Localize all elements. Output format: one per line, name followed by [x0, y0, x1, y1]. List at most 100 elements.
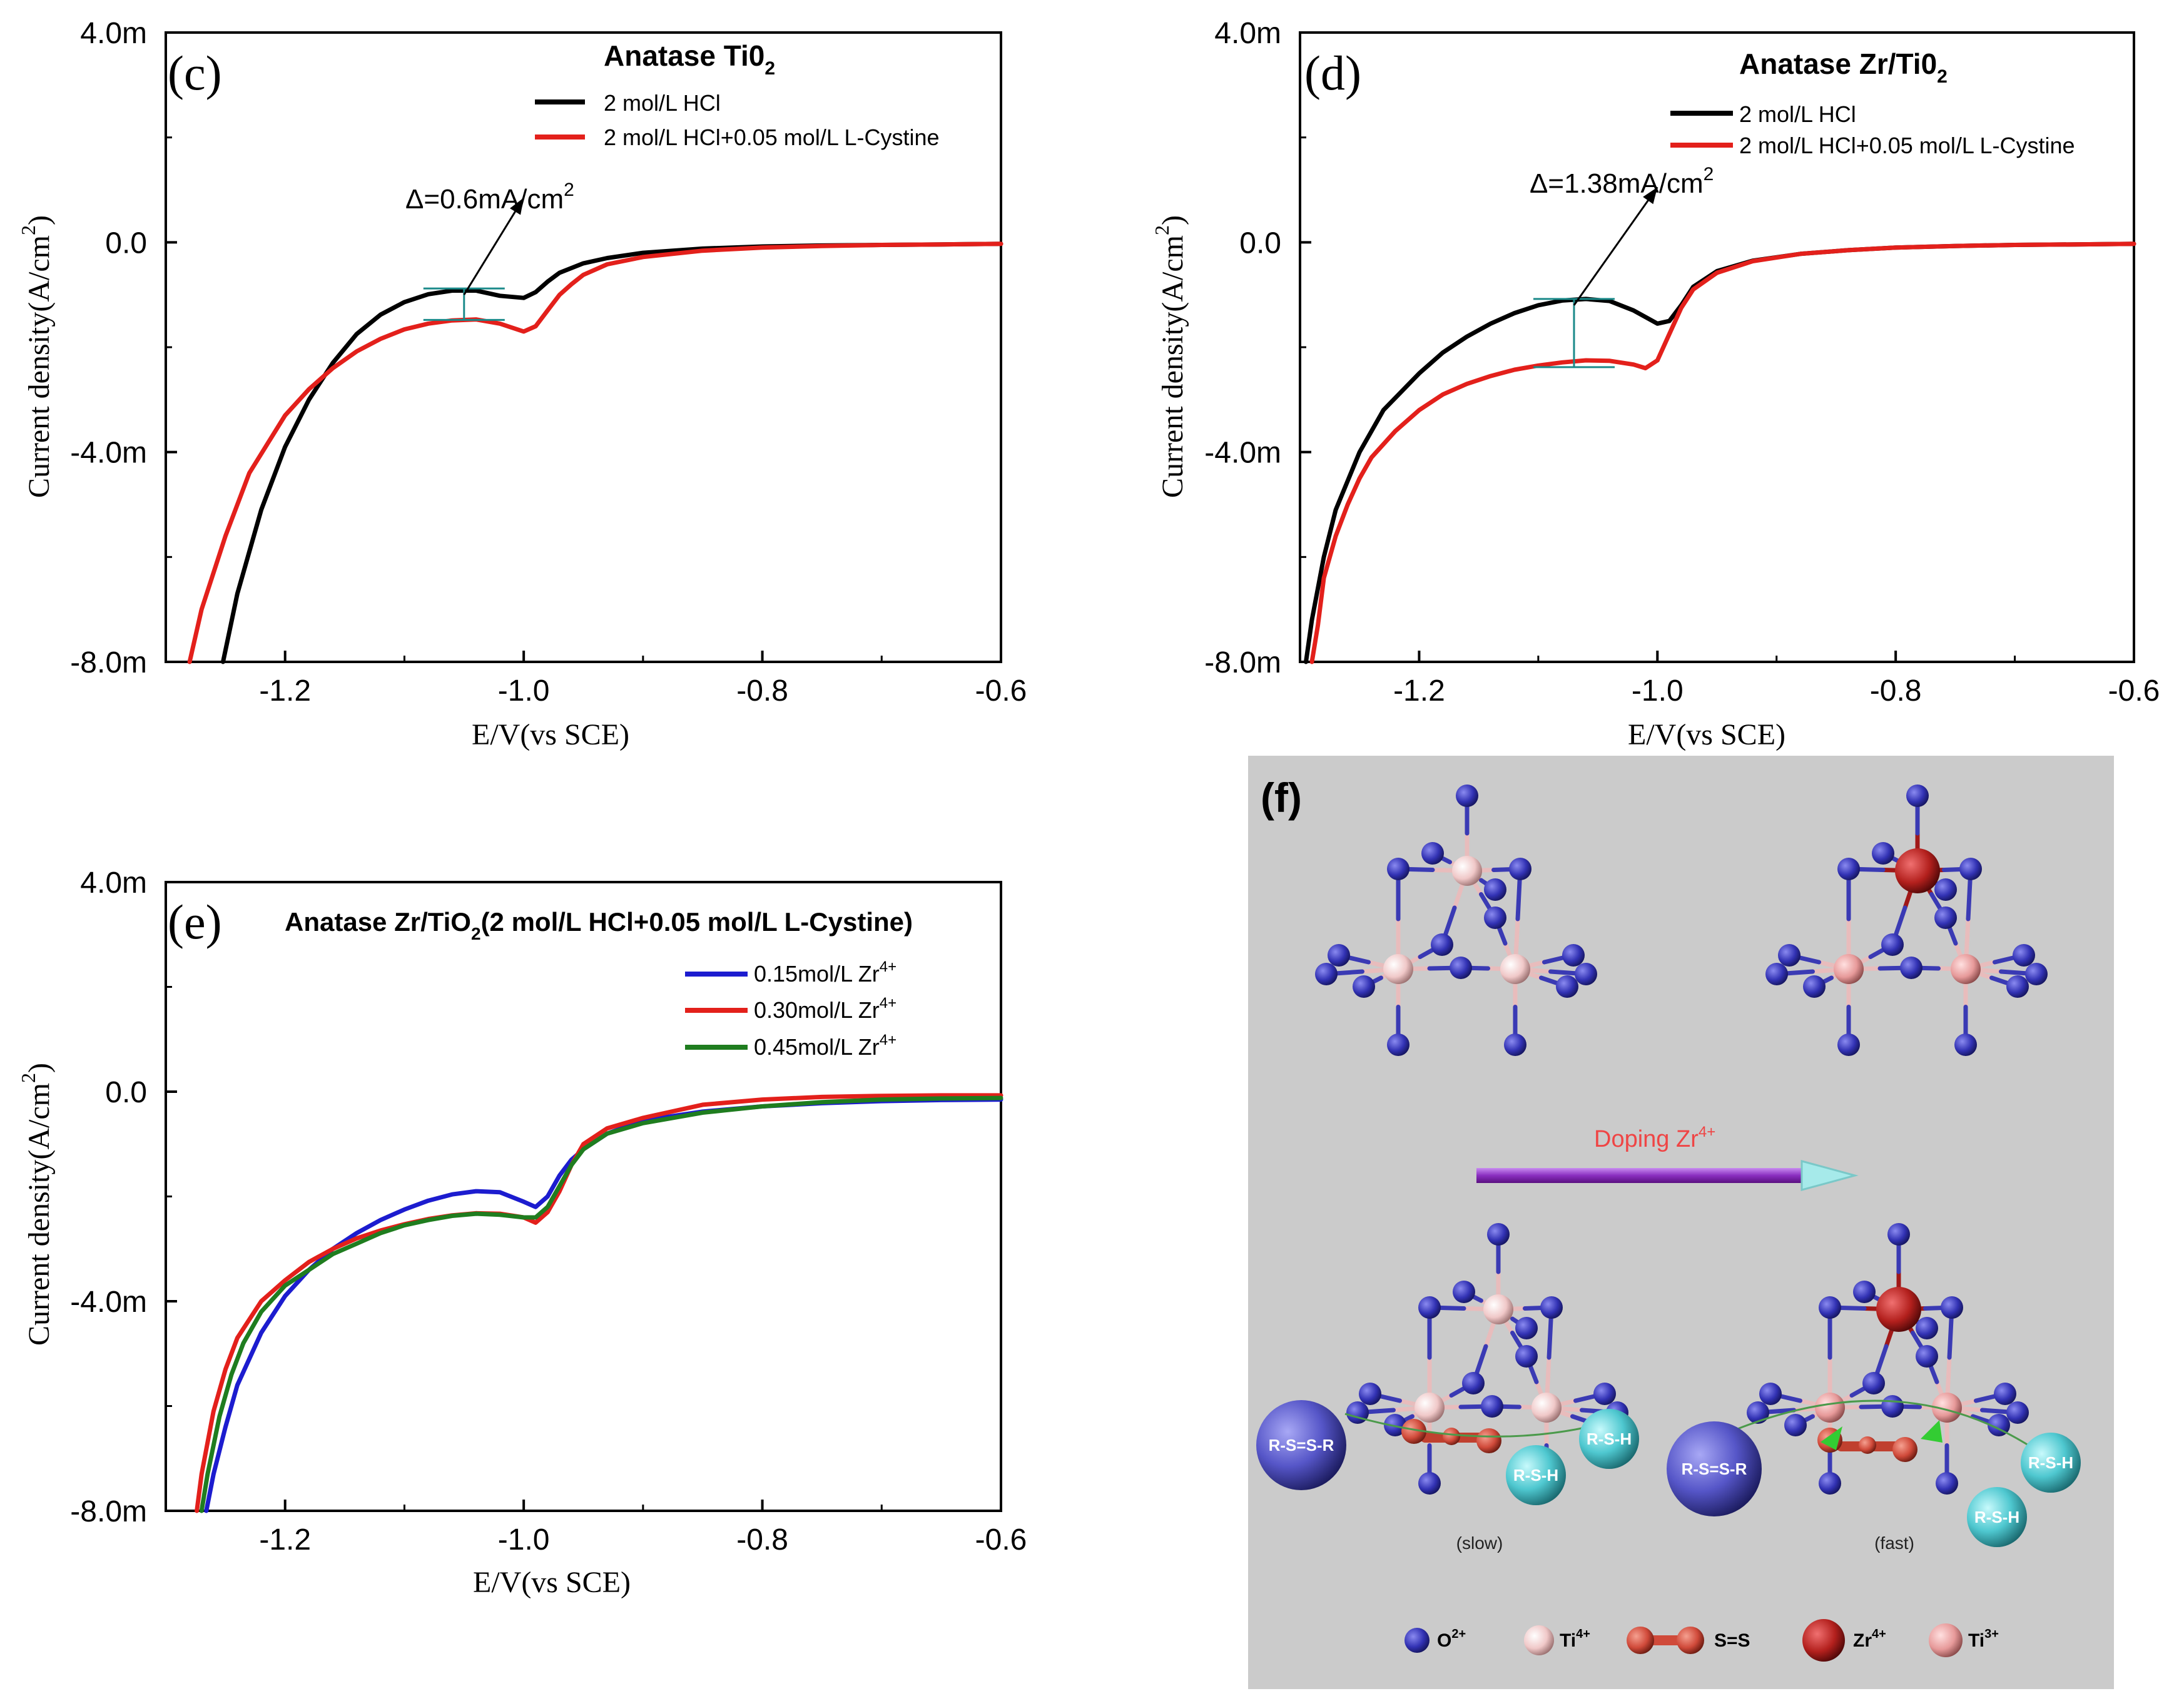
ti4-atom — [1383, 954, 1413, 984]
oxygen-atom — [1934, 906, 1957, 929]
oxygen-atom — [1315, 963, 1338, 985]
oxygen-atom — [1887, 1223, 1910, 1246]
oxygen-atom — [1421, 842, 1444, 865]
plot-frame — [1299, 31, 2135, 663]
oxygen-atom — [1759, 1383, 1782, 1405]
ti3-atom — [1815, 1393, 1845, 1423]
oxygen-atom — [1540, 1296, 1563, 1319]
oxygen-atom — [1387, 858, 1409, 880]
oxygen-atom — [1487, 1223, 1510, 1246]
reaction-arrowhead — [1921, 1420, 1943, 1443]
legend-label-045: 0.45mol/L Zr4+ — [754, 1032, 896, 1060]
panel-c-annotation: Δ=0.6mA/cm2 — [405, 180, 574, 215]
panel-e-ylabel: Current density(A/cm2) — [17, 1063, 56, 1346]
legend-label-015: 0.15mol/L Zr4+ — [754, 958, 896, 987]
legend-ti4-swatch — [1524, 1625, 1554, 1655]
series-line-1 — [187, 241, 1003, 664]
x-tick-label: -0.8 — [736, 1523, 788, 1556]
series-line-2 — [199, 1095, 1003, 1513]
s-atom — [1859, 1436, 1876, 1454]
ti3-atom — [1834, 954, 1864, 984]
oxygen-atom — [1515, 1317, 1538, 1339]
legend-ti4-label: Ti4+ — [1560, 1627, 1590, 1651]
legend-label-cystine: 2 mol/L HCl+0.05 mol/L L-Cystine — [604, 124, 940, 150]
oxygen-atom — [1504, 1033, 1526, 1056]
oxygen-atom — [2006, 1401, 2029, 1424]
y-tick-label: -8.0m — [70, 646, 147, 679]
x-tick-label: -1.0 — [498, 674, 550, 708]
y-tick-label: 0.0 — [105, 226, 147, 260]
legend-label-hcl: 2 mol/L HCl — [604, 90, 721, 116]
legend-ss-swatch — [1627, 1627, 1704, 1654]
ti4-atom — [1483, 1294, 1513, 1324]
y-tick-label: -8.0m — [1204, 646, 1281, 679]
panel-f-label: (f) — [1261, 774, 1302, 821]
annotation-arrow-head — [510, 198, 524, 215]
s-atom — [1401, 1419, 1426, 1444]
panel-c-title: Anatase Ti02 — [604, 39, 775, 79]
y-tick-label: -4.0m — [70, 437, 147, 470]
legend-zr-label: Zr4+ — [1853, 1627, 1886, 1651]
panel-d-annotation: Δ=1.38mA/cm2 — [1530, 164, 1714, 199]
s-atom — [1892, 1437, 1917, 1462]
oxygen-atom — [1936, 1472, 1958, 1495]
panel-e-xlabel: E/V(vs SCE) — [473, 1566, 631, 1599]
panel-d-label: (d) — [1304, 46, 1361, 100]
ti4-atom — [1415, 1393, 1445, 1423]
rsh-sphere — [1506, 1445, 1566, 1505]
series-line-0 — [1304, 241, 2136, 664]
panel-c-label: (c) — [168, 46, 222, 100]
oxygen-atom — [1484, 878, 1506, 901]
panel-e-data — [195, 1093, 1003, 1513]
panel-c-data — [187, 197, 1003, 664]
panel-c-ylabel: Current density(A/cm2) — [17, 215, 56, 498]
panel-d-data — [1304, 186, 2136, 664]
panel-c-axes: -1.2 -1.0 -0.8 -0.6 -8.0m -4.0m 0.0 4.0m — [70, 17, 1027, 708]
panel-e-legend: 0.15mol/L Zr4+ 0.30mol/L Zr4+ 0.45mol/L … — [685, 958, 896, 1060]
oxygen-atom — [1346, 1401, 1369, 1424]
panel-f-background — [1248, 756, 2114, 1689]
oxygen-atom — [1765, 963, 1788, 985]
x-tick-label: -1.0 — [498, 1523, 550, 1556]
panel-c-legend: 2 mol/L HCl 2 mol/L HCl+0.05 mol/L L-Cys… — [535, 90, 940, 150]
panel-d-ylabel: Current density(A/cm2) — [1150, 215, 1189, 498]
legend-zr-swatch — [1802, 1619, 1845, 1662]
oxygen-atom — [1959, 858, 1982, 880]
oxygen-atom — [1481, 1395, 1503, 1418]
oxygen-atom — [1916, 1345, 1938, 1368]
oxygen-atom — [2006, 975, 2029, 998]
oxygen-atom — [1562, 944, 1585, 967]
oxygen-atom — [1328, 944, 1350, 967]
oxygen-atom — [1431, 933, 1453, 956]
ti3-atom — [1932, 1393, 1962, 1423]
oxygen-atom — [1418, 1472, 1441, 1495]
rsh-label: R-S-H — [1587, 1429, 1632, 1448]
annotation-arrow-line — [1573, 186, 1658, 306]
oxygen-atom — [1456, 785, 1478, 807]
x-tick-label: -0.8 — [736, 674, 788, 708]
x-tick-label: -1.0 — [1632, 674, 1684, 708]
oxygen-atom — [1353, 975, 1375, 998]
rsh-label: R-S-H — [1513, 1466, 1558, 1485]
oxygen-atom — [1819, 1296, 1841, 1319]
oxygen-atom — [1837, 858, 1860, 880]
y-tick-label: -4.0m — [1204, 437, 1281, 470]
y-tick-label: 4.0m — [80, 866, 147, 900]
oxygen-atom — [1484, 906, 1506, 929]
oxygen-atom — [1862, 1372, 1885, 1394]
rsh-sphere — [1579, 1409, 1639, 1469]
oxygen-atom — [1418, 1296, 1441, 1319]
rssr-sphere — [1256, 1400, 1346, 1490]
oxygen-atom — [1509, 858, 1531, 880]
rssr-label: R-S=S-R — [1682, 1460, 1747, 1478]
reaction-arc-fast — [1735, 1399, 2034, 1450]
x-tick-label: -0.6 — [975, 674, 1027, 708]
y-tick-label: 4.0m — [1214, 17, 1281, 50]
oxygen-atom — [1872, 842, 1894, 865]
legend-label-030: 0.30mol/L Zr4+ — [754, 995, 896, 1023]
rsh-sphere — [2021, 1433, 2081, 1493]
rssr-sphere — [1667, 1421, 1762, 1516]
molecule-illustrations: R-S=S-R R-S=S-R R-S-H R-S-H R-S-H R-S-H — [1256, 785, 2081, 1547]
doping-arrow-head — [1801, 1160, 1859, 1191]
